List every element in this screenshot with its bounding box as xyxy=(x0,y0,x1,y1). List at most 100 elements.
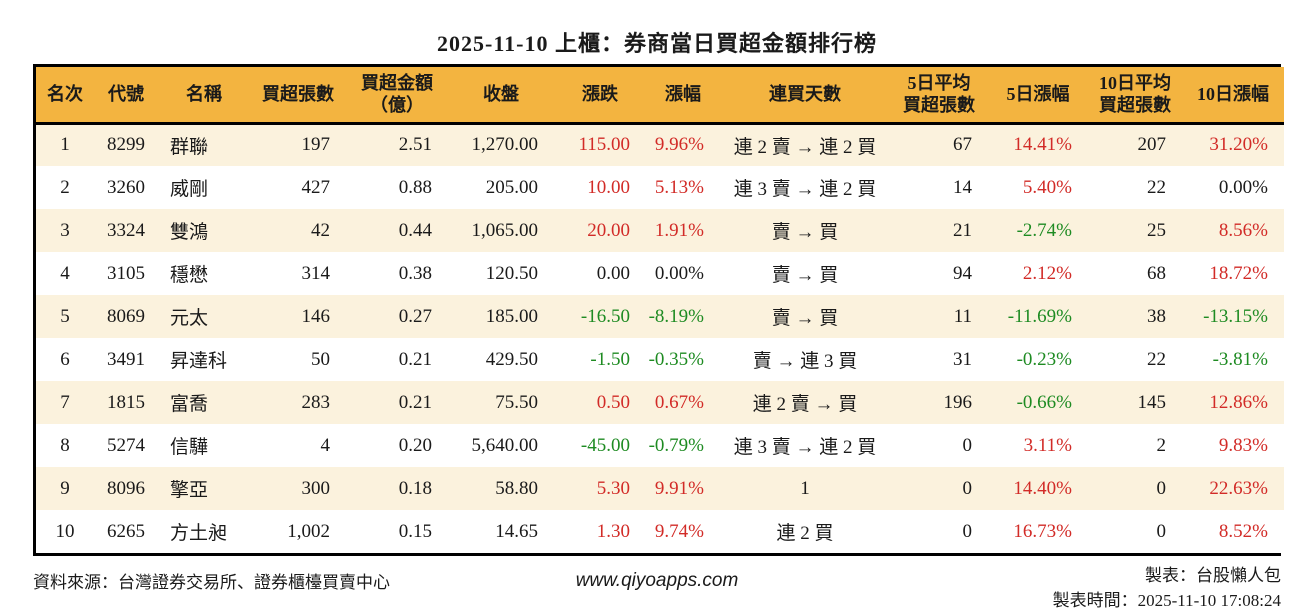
cell-code: 5274 xyxy=(107,434,145,456)
cell-change: 0.00 xyxy=(596,262,630,284)
website-label: www.qiyoapps.com xyxy=(575,570,739,591)
cell-pct5: 3.11% xyxy=(1023,434,1072,456)
cell-close: 75.50 xyxy=(495,391,538,413)
cell-avg5_volume: 11 xyxy=(953,305,972,327)
cell-avg5_volume: 21 xyxy=(953,219,972,241)
cell-rank: 10 xyxy=(55,520,75,542)
cell-buy_amount: 0.88 xyxy=(398,176,432,198)
cell-rank: 5 xyxy=(60,305,70,327)
col-header-buy-amount: 買超金額 （億） xyxy=(346,67,448,125)
cell-avg5_volume: 67 xyxy=(953,134,972,156)
cell-buy_volume: 4 xyxy=(320,434,331,456)
cell-change_pct: -0.79% xyxy=(648,434,704,456)
cell-streak: 賣 → 連 3 買 xyxy=(752,351,858,372)
table-row: 8 5274 信驊 4 0.20 5,640.00 -45.00 -0.79% 連 3 賣 → … xyxy=(36,424,1284,467)
cell-change: 1.30 xyxy=(596,520,630,542)
cell-name: 群聯 xyxy=(170,136,209,158)
table-body: 1 8299 群聯 197 2.51 1,270.00 115.00 9.96% 連 2 賣 →… xyxy=(36,123,1284,553)
cell-pct5: 14.40% xyxy=(1013,477,1072,499)
cell-code: 8096 xyxy=(107,477,145,499)
cell-streak: 連 3 賣 → 連 2 買 xyxy=(733,437,877,458)
cell-name: 昇達科 xyxy=(170,351,228,372)
cell-streak: 連 2 賣 → 買 xyxy=(752,394,858,415)
cell-name: 雙鴻 xyxy=(170,222,209,243)
cell-close: 58.80 xyxy=(495,477,538,499)
cell-change: 0.50 xyxy=(596,391,630,413)
col-header-buy-volume: 買超張數 xyxy=(250,67,346,125)
table-row: 3 3324 雙鴻 42 0.44 1,065.00 20.00 1.91% 賣 → 買 21 -2… xyxy=(36,209,1284,252)
cell-close: 5,640.00 xyxy=(471,434,539,456)
data-source-label: 資料來源：台灣證券交易所、證券櫃檯買賣中心 xyxy=(33,573,390,592)
cell-streak: 賣 → 買 xyxy=(771,222,839,243)
cell-avg5_volume: 94 xyxy=(953,262,972,284)
cell-avg5_volume: 196 xyxy=(943,391,973,413)
cell-streak: 1 xyxy=(800,477,810,499)
cell-buy_amount: 0.20 xyxy=(398,434,432,456)
col-header-change-pct: 漲幅 xyxy=(646,67,720,125)
cell-avg10_volume: 0 xyxy=(1156,477,1167,499)
footer: 資料來源：台灣證券交易所、證券櫃檯買賣中心 www.qiyoapps.com 製… xyxy=(33,564,1281,612)
cell-rank: 3 xyxy=(60,219,70,241)
cell-avg5_volume: 14 xyxy=(953,176,972,198)
cell-avg5_volume: 0 xyxy=(962,520,973,542)
cell-close: 205.00 xyxy=(485,176,538,198)
cell-change_pct: 9.96% xyxy=(654,134,704,156)
cell-name: 方土昶 xyxy=(170,523,228,544)
cell-pct10: 18.72% xyxy=(1209,262,1268,284)
cell-change_pct: -0.35% xyxy=(648,348,704,370)
cell-name: 信驊 xyxy=(170,437,209,458)
cell-change_pct: -8.19% xyxy=(648,305,704,327)
cell-change: -16.50 xyxy=(580,305,630,327)
cell-avg10_volume: 2 xyxy=(1156,434,1167,456)
cell-pct5: 14.41% xyxy=(1013,134,1072,156)
cell-code: 8069 xyxy=(107,305,145,327)
cell-code: 3324 xyxy=(107,219,145,241)
cell-code: 3105 xyxy=(107,262,145,284)
table-row: 1 8299 群聯 197 2.51 1,270.00 115.00 9.96% 連 2 賣 →… xyxy=(36,123,1284,166)
col-header-close: 收盤 xyxy=(448,67,554,125)
cell-rank: 8 xyxy=(60,434,70,456)
ranking-table: 名次 代號 名稱 買超張數 買超金額 （億） 收盤 漲跌 漲幅 連買天數 5日平… xyxy=(36,67,1284,553)
cell-buy_volume: 50 xyxy=(311,348,330,370)
cell-rank: 1 xyxy=(60,134,70,156)
col-header-name: 名稱 xyxy=(158,67,250,125)
cell-change_pct: 0.67% xyxy=(654,391,704,413)
cell-pct10: 0.00% xyxy=(1218,176,1268,198)
cell-buy_amount: 0.18 xyxy=(398,477,432,499)
cell-pct5: 5.40% xyxy=(1022,176,1072,198)
cell-code: 8299 xyxy=(107,134,145,156)
table-header: 名次 代號 名稱 買超張數 買超金額 （億） 收盤 漲跌 漲幅 連買天數 5日平… xyxy=(36,67,1284,125)
cell-close: 1,270.00 xyxy=(471,134,539,156)
cell-code: 6265 xyxy=(107,520,145,542)
cell-change: -45.00 xyxy=(580,434,630,456)
col-header-avg10-volume: 10日平均 買超張數 xyxy=(1088,67,1182,125)
cell-buy_volume: 146 xyxy=(301,305,331,327)
cell-change: 115.00 xyxy=(578,134,630,156)
cell-buy_volume: 427 xyxy=(301,176,331,198)
cell-change: -1.50 xyxy=(590,348,630,370)
cell-streak: 連 2 賣 → 連 2 買 xyxy=(733,136,877,158)
cell-rank: 2 xyxy=(60,176,70,198)
table-row: 4 3105 穩懋 314 0.38 120.50 0.00 0.00% 賣 → 買 94 2.12… xyxy=(36,252,1284,295)
cell-avg5_volume: 0 xyxy=(962,477,973,499)
credit-block: 製表：台股懶人包 製表時間：2025-11-10 17:08:24 xyxy=(1053,564,1281,612)
cell-close: 120.50 xyxy=(485,262,538,284)
cell-buy_volume: 197 xyxy=(301,134,331,156)
cell-pct5: 16.73% xyxy=(1013,520,1072,542)
col-header-rank: 名次 xyxy=(36,67,94,125)
cell-pct5: -11.69% xyxy=(1007,305,1072,327)
cell-avg10_volume: 207 xyxy=(1137,134,1167,156)
header-row: 名次 代號 名稱 買超張數 買超金額 （億） 收盤 漲跌 漲幅 連買天數 5日平… xyxy=(36,67,1284,125)
cell-rank: 7 xyxy=(60,391,70,413)
col-header-pct5: 5日漲幅 xyxy=(988,67,1088,125)
table-row: 6 3491 昇達科 50 0.21 429.50 -1.50 -0.35% 賣 → 連 3 買… xyxy=(36,338,1284,381)
made-time-label: 製表時間：2025-11-10 17:08:24 xyxy=(1052,590,1281,610)
cell-avg10_volume: 22 xyxy=(1147,348,1166,370)
cell-change: 10.00 xyxy=(587,176,630,198)
cell-name: 元太 xyxy=(170,308,209,329)
cell-code: 3491 xyxy=(107,348,145,370)
cell-pct10: 31.20% xyxy=(1209,134,1268,156)
ranking-table-container: 名次 代號 名稱 買超張數 買超金額 （億） 收盤 漲跌 漲幅 連買天數 5日平… xyxy=(33,64,1284,556)
cell-buy_amount: 0.44 xyxy=(398,219,432,241)
cell-close: 1,065.00 xyxy=(471,219,539,241)
